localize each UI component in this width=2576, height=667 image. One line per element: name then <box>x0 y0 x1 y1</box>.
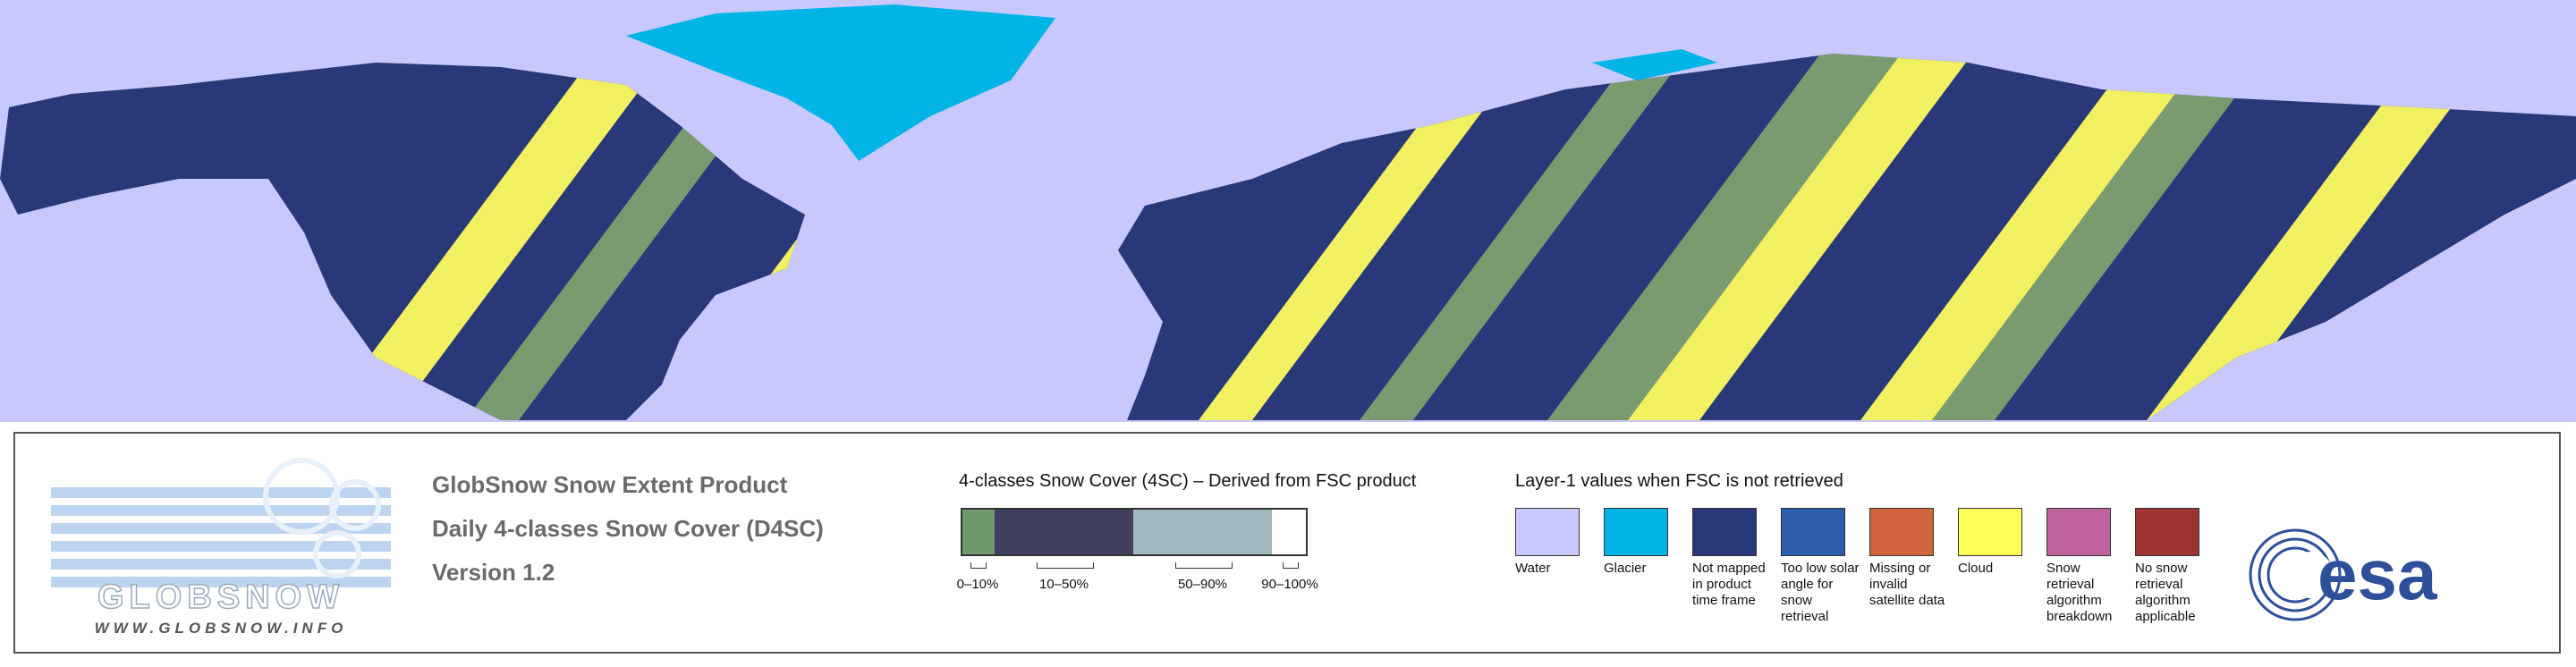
layer1-swatch <box>1604 508 1668 556</box>
snow-map <box>0 0 2576 422</box>
layer1-legend-title: Layer-1 values when FSC is not retrieved <box>1515 471 1843 491</box>
legend-panel: GLOBSNOW WWW.GLOBSNOW.INFO GlobSnow Snow… <box>13 432 2561 654</box>
class-label: 0–10% <box>956 577 999 592</box>
layer1-label: Cloud <box>1958 561 1994 576</box>
class-label: 50–90% <box>1177 577 1228 592</box>
layer1-label: Not mapped in product time frame <box>1692 561 1766 608</box>
class-swatch <box>995 508 1133 556</box>
logo-name: GLOBSNOW <box>97 578 344 616</box>
esa-logo: esa <box>2249 528 2437 621</box>
class-bracket <box>970 562 987 569</box>
class-bracket <box>1283 562 1299 569</box>
class-label: 10–50% <box>1038 577 1089 592</box>
class-swatch <box>961 508 995 556</box>
class-label: 90–100% <box>1261 577 1318 592</box>
product-version: Version 1.2 <box>432 559 555 586</box>
logo-url: WWW.GLOBSNOW.INFO <box>95 620 348 637</box>
layer1-swatch <box>1781 508 1845 556</box>
layer1-swatch <box>1515 508 1580 556</box>
layer1-swatch <box>2135 508 2199 556</box>
globsnow-logo: GLOBSNOW WWW.GLOBSNOW.INFO <box>51 458 391 637</box>
layer1-label: Snow retrieval algorithm breakdown <box>2046 561 2113 624</box>
layer1-label: Water <box>1515 561 1551 576</box>
layer1-swatch <box>1692 508 1757 556</box>
class-bracket <box>1174 562 1233 569</box>
layer1-label: Too low solar angle for snow retrieval <box>1781 561 1860 624</box>
layer1-label: Glacier <box>1604 561 1647 576</box>
product-title: GlobSnow Snow Extent Product <box>432 471 788 498</box>
layer1-swatch <box>1869 508 1934 556</box>
class-bracket <box>1036 562 1094 569</box>
layer1-swatch <box>2046 508 2111 556</box>
layer1-label: Missing or invalid satellite data <box>1869 561 1945 608</box>
layer1-label: No snow retrieval algorithm applicable <box>2135 561 2196 624</box>
class-swatch <box>1133 508 1272 556</box>
class-swatch <box>1272 508 1308 556</box>
layer1-swatch <box>1958 508 2022 556</box>
agency-logo-text: esa <box>2318 535 2437 614</box>
product-subtitle: Daily 4-classes Snow Cover (D4SC) <box>432 515 824 542</box>
fsc-legend-title: 4-classes Snow Cover (4SC) – Derived fro… <box>959 471 1417 491</box>
